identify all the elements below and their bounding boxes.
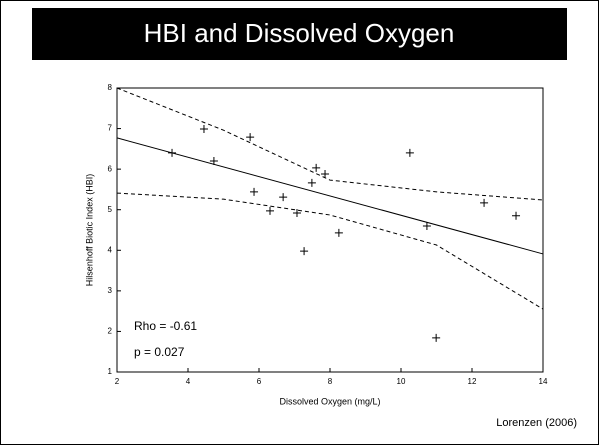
x-axis-label: Dissolved Oxygen (mg/L) xyxy=(279,396,380,406)
data-point xyxy=(307,178,316,187)
data-point xyxy=(321,170,330,179)
data-point xyxy=(405,148,414,157)
data-point xyxy=(209,157,218,166)
y-tick-label: 3 xyxy=(108,286,113,295)
y-tick-label: 8 xyxy=(108,83,113,92)
x-tick-label: 14 xyxy=(539,377,548,386)
y-tick-label: 1 xyxy=(108,367,113,376)
y-tick-label: 5 xyxy=(108,205,113,214)
data-point xyxy=(480,198,489,207)
annotation: p = 0.027 xyxy=(134,345,185,359)
data-point xyxy=(334,228,343,237)
confidence-band xyxy=(116,87,544,201)
x-tick-label: 8 xyxy=(328,377,333,386)
y-axis-label: Hilsenhoff Biotic Index (HBI) xyxy=(84,174,94,286)
data-point xyxy=(432,333,441,342)
data-point xyxy=(168,148,177,157)
y-tick-label: 2 xyxy=(108,327,113,336)
data-point xyxy=(250,187,259,196)
data-point xyxy=(422,221,431,230)
y-tick-label: 6 xyxy=(108,164,113,173)
data-point xyxy=(300,247,309,256)
chart-title: HBI and Dissolved Oxygen xyxy=(144,18,455,48)
y-tick-label: 7 xyxy=(108,124,113,133)
confidence-band xyxy=(116,192,544,310)
data-point xyxy=(512,211,521,220)
x-tick-label: 2 xyxy=(115,377,120,386)
x-tick-label: 12 xyxy=(468,377,477,386)
x-tick-label: 4 xyxy=(186,377,191,386)
data-point xyxy=(199,124,208,133)
regression-line xyxy=(116,137,544,255)
data-point xyxy=(279,193,288,202)
x-tick-label: 6 xyxy=(257,377,262,386)
data-point xyxy=(246,133,255,142)
data-point xyxy=(292,208,301,217)
source-note: Lorenzen (2006) xyxy=(496,417,577,429)
data-point xyxy=(312,163,321,172)
data-point xyxy=(266,206,275,215)
title-bar xyxy=(32,8,567,60)
annotation: Rho = -0.61 xyxy=(134,319,197,333)
x-tick-label: 10 xyxy=(397,377,406,386)
y-tick-label: 4 xyxy=(108,245,113,254)
